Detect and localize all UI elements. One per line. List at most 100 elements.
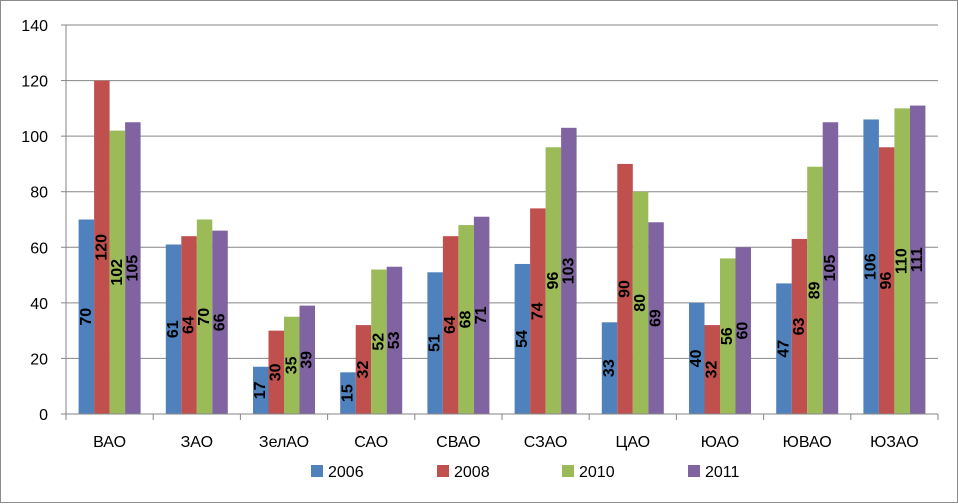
data-label: 39 bbox=[299, 351, 316, 369]
data-label: 54 bbox=[514, 330, 531, 348]
bar bbox=[822, 122, 839, 414]
bar bbox=[268, 330, 284, 414]
data-label: 120 bbox=[93, 234, 110, 261]
y-tick-label: 100 bbox=[21, 129, 48, 146]
data-label: 70 bbox=[78, 308, 95, 326]
y-tick-label: 60 bbox=[30, 240, 48, 257]
bar bbox=[371, 269, 387, 414]
data-label: 52 bbox=[370, 333, 387, 351]
bar bbox=[909, 105, 926, 414]
legend-item: 2006 bbox=[311, 464, 364, 481]
bar bbox=[78, 219, 95, 414]
data-label: 63 bbox=[791, 317, 808, 335]
data-label: 89 bbox=[806, 281, 823, 299]
bar bbox=[196, 219, 213, 414]
bar bbox=[689, 302, 705, 414]
data-label: 68 bbox=[458, 311, 475, 329]
data-label: 106 bbox=[863, 253, 880, 280]
data-label: 96 bbox=[545, 272, 562, 290]
x-tick-label: ЮВАО bbox=[783, 434, 832, 451]
bar bbox=[530, 208, 546, 414]
y-tick-label: 80 bbox=[30, 185, 48, 202]
legend-swatch bbox=[437, 465, 449, 477]
x-tick-label: ЮЗАО bbox=[870, 434, 919, 451]
x-tick-label: ЗелАО bbox=[259, 434, 309, 451]
legend-label: 2006 bbox=[328, 464, 364, 481]
legend-swatch bbox=[311, 465, 323, 477]
bar bbox=[355, 325, 372, 414]
bar bbox=[545, 147, 562, 414]
bar bbox=[340, 372, 356, 414]
x-tick-label: ЮАО bbox=[701, 434, 739, 451]
x-tick-label: САО bbox=[354, 434, 388, 451]
bar bbox=[94, 80, 110, 415]
data-label: 53 bbox=[386, 331, 403, 349]
data-label: 90 bbox=[617, 280, 634, 298]
data-label: 33 bbox=[601, 359, 618, 377]
bar bbox=[473, 216, 490, 414]
bar bbox=[704, 325, 720, 414]
bar bbox=[427, 272, 443, 414]
data-label: 40 bbox=[688, 349, 705, 367]
data-label: 47 bbox=[775, 340, 792, 358]
bar bbox=[632, 191, 649, 414]
data-label: 103 bbox=[560, 257, 577, 284]
data-label: 80 bbox=[632, 294, 649, 312]
bar bbox=[212, 230, 228, 414]
data-label: 66 bbox=[212, 313, 229, 331]
data-label: 69 bbox=[648, 309, 665, 327]
data-label: 102 bbox=[109, 259, 126, 286]
legend-item: 2008 bbox=[437, 464, 490, 481]
bar bbox=[109, 130, 126, 415]
legend-item: 2011 bbox=[688, 464, 740, 481]
legend-label: 2011 bbox=[705, 464, 740, 481]
bar bbox=[601, 322, 618, 414]
data-label: 32 bbox=[704, 361, 721, 379]
data-label: 64 bbox=[181, 316, 198, 334]
y-tick-label: 20 bbox=[30, 351, 48, 368]
bar bbox=[181, 236, 197, 414]
x-tick-label: СЗАО bbox=[524, 434, 568, 451]
bar bbox=[284, 316, 300, 414]
x-tick-label: ВАО bbox=[93, 434, 126, 451]
data-label: 71 bbox=[473, 306, 490, 324]
bar bbox=[720, 258, 736, 414]
bar bbox=[386, 266, 403, 414]
data-label: 56 bbox=[719, 327, 736, 345]
bar bbox=[878, 147, 895, 414]
data-label: 30 bbox=[268, 363, 285, 381]
bar bbox=[735, 247, 751, 414]
legend-item: 2010 bbox=[562, 464, 615, 481]
legend-label: 2008 bbox=[454, 464, 490, 481]
data-label: 51 bbox=[427, 334, 444, 352]
bar bbox=[561, 127, 577, 415]
y-tick-label: 120 bbox=[21, 74, 48, 91]
legend-swatch bbox=[688, 465, 700, 477]
data-label: 64 bbox=[442, 316, 459, 334]
bar bbox=[458, 225, 474, 414]
bar bbox=[617, 163, 633, 414]
x-tick-label: ЦАО bbox=[615, 434, 650, 451]
x-tick-label: ЗАО bbox=[181, 434, 213, 451]
bar bbox=[807, 166, 823, 414]
bar bbox=[442, 236, 459, 414]
bar bbox=[165, 244, 182, 414]
bar bbox=[894, 108, 910, 414]
bar bbox=[514, 263, 531, 414]
data-label: 105 bbox=[124, 255, 141, 282]
data-label: 111 bbox=[909, 247, 926, 272]
bar bbox=[791, 238, 808, 414]
bar bbox=[125, 122, 141, 414]
bar bbox=[253, 366, 269, 414]
bar bbox=[863, 119, 879, 414]
data-label: 32 bbox=[355, 361, 372, 379]
data-label: 105 bbox=[822, 255, 839, 282]
legend-swatch bbox=[562, 465, 574, 477]
data-label: 61 bbox=[165, 320, 182, 338]
x-tick-label: СВАО bbox=[436, 434, 480, 451]
bar bbox=[299, 305, 315, 414]
data-label: 15 bbox=[339, 384, 356, 402]
data-label: 70 bbox=[196, 308, 213, 326]
